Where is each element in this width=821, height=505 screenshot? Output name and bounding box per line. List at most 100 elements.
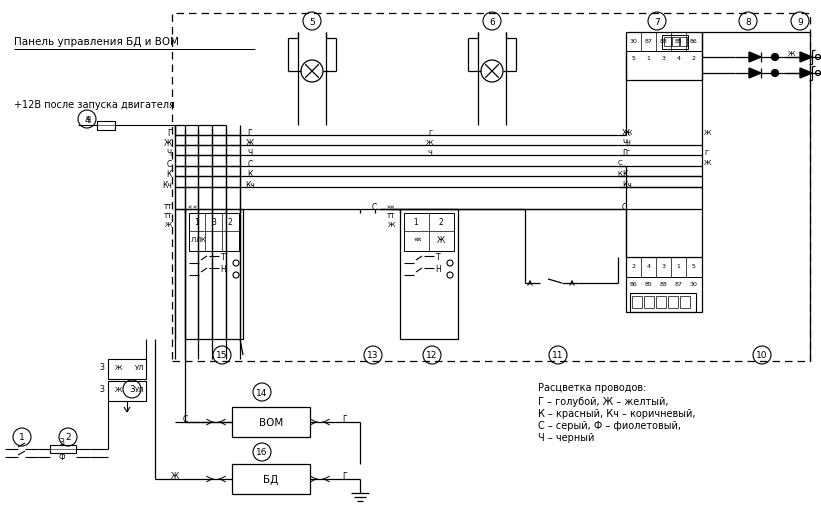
Text: 86: 86 xyxy=(690,38,697,43)
Text: Ж: Ж xyxy=(622,128,631,137)
Text: З: З xyxy=(60,438,64,446)
Text: 86: 86 xyxy=(630,281,637,286)
Text: Панель управления БД и ВОМ: Панель управления БД и ВОМ xyxy=(14,37,179,47)
Text: Г: Г xyxy=(342,472,347,481)
Bar xyxy=(626,33,702,81)
Text: С: С xyxy=(617,160,622,166)
Text: 1: 1 xyxy=(677,263,681,268)
Text: Ч: Ч xyxy=(167,148,172,157)
Text: 16: 16 xyxy=(256,447,268,457)
Text: 2: 2 xyxy=(691,56,695,61)
Text: 5: 5 xyxy=(310,18,315,26)
Text: 15: 15 xyxy=(216,351,227,360)
Text: 3: 3 xyxy=(129,385,135,394)
Text: Ч: Ч xyxy=(85,115,90,124)
Text: К: К xyxy=(617,171,622,177)
Text: Н: Н xyxy=(220,264,226,273)
Text: Г: Г xyxy=(704,149,709,156)
Text: С: С xyxy=(622,202,627,211)
Text: Ж: Ж xyxy=(388,222,395,228)
Bar xyxy=(172,14,810,361)
Text: ТТ: ТТ xyxy=(163,213,172,219)
Bar xyxy=(232,464,310,494)
Text: Ж: Ж xyxy=(704,160,712,166)
Text: Кч: Кч xyxy=(162,180,172,189)
Text: Г: Г xyxy=(428,130,432,136)
Bar xyxy=(404,214,454,251)
Text: 87: 87 xyxy=(644,38,653,43)
Text: 5: 5 xyxy=(691,263,695,268)
Bar xyxy=(632,296,642,309)
Bar xyxy=(50,445,76,453)
Text: Г – голубой, Ж – желтый,: Г – голубой, Ж – желтый, xyxy=(538,396,668,406)
Text: 88: 88 xyxy=(659,38,667,43)
Text: Г: Г xyxy=(622,148,626,157)
Text: Кч: Кч xyxy=(245,180,255,189)
Bar xyxy=(232,407,310,437)
Text: З: З xyxy=(99,385,104,394)
Text: З: З xyxy=(99,363,104,372)
Text: БД: БД xyxy=(264,474,278,484)
Text: 13: 13 xyxy=(367,351,378,360)
Text: УЛ: УЛ xyxy=(135,386,144,392)
Text: Ч: Ч xyxy=(625,140,630,146)
Text: 1: 1 xyxy=(195,217,200,226)
Polygon shape xyxy=(800,69,812,79)
Text: Кч: Кч xyxy=(622,180,632,189)
Text: Ж: Ж xyxy=(115,364,123,370)
Text: 14: 14 xyxy=(256,388,268,397)
Text: С: С xyxy=(182,415,188,424)
Text: 2: 2 xyxy=(65,433,71,442)
Polygon shape xyxy=(800,53,812,63)
Text: 2: 2 xyxy=(227,217,232,226)
Text: 88: 88 xyxy=(659,281,667,286)
Circle shape xyxy=(772,55,778,62)
Text: К: К xyxy=(247,169,253,178)
Text: Н: Н xyxy=(435,264,441,273)
Bar xyxy=(662,36,688,50)
Text: Ж: Ж xyxy=(164,222,172,228)
Text: Расцветка проводов:: Расцветка проводов: xyxy=(538,382,646,392)
Text: К – красный, Кч – коричневый,: К – красный, Кч – коричневый, xyxy=(538,408,695,418)
Bar xyxy=(97,122,115,131)
Text: Ж: Ж xyxy=(115,386,123,392)
Text: С: С xyxy=(372,202,377,211)
Text: 10: 10 xyxy=(756,351,768,360)
Text: Ж: Ж xyxy=(704,130,712,136)
Text: «: « xyxy=(416,235,421,244)
Polygon shape xyxy=(749,53,761,63)
Bar xyxy=(672,38,679,47)
Text: С – серый, Ф – фиолетовый,: С – серый, Ф – фиолетовый, xyxy=(538,420,681,430)
Text: 3: 3 xyxy=(662,56,666,61)
Bar xyxy=(630,293,696,313)
Bar xyxy=(680,38,687,47)
Text: УЛ: УЛ xyxy=(135,364,144,370)
Text: ТТ: ТТ xyxy=(387,213,395,219)
Text: 30: 30 xyxy=(690,281,697,286)
Text: Ж: Ж xyxy=(426,140,433,146)
Text: Ж: Ж xyxy=(437,235,445,244)
Bar xyxy=(108,359,146,379)
Text: ВОМ: ВОМ xyxy=(259,417,283,427)
Text: 7: 7 xyxy=(654,18,660,26)
Bar xyxy=(185,210,243,339)
Text: Л: Л xyxy=(190,236,195,242)
Bar xyxy=(680,296,690,309)
Text: 4: 4 xyxy=(646,263,650,268)
Text: К: К xyxy=(200,236,205,242)
Text: 85: 85 xyxy=(644,281,653,286)
Bar xyxy=(626,258,702,313)
Text: 12: 12 xyxy=(426,351,438,360)
Text: 3: 3 xyxy=(212,217,217,226)
Text: ТТ: ТТ xyxy=(163,204,172,210)
Text: 1: 1 xyxy=(19,433,25,442)
Text: 11: 11 xyxy=(553,351,564,360)
Text: 2: 2 xyxy=(438,217,443,226)
Text: 85: 85 xyxy=(675,38,682,43)
Text: Ч – черный: Ч – черный xyxy=(538,432,594,442)
Text: 1: 1 xyxy=(414,217,419,226)
Text: Ж: Ж xyxy=(788,51,796,57)
Text: Ч: Ч xyxy=(428,149,433,156)
Text: 1: 1 xyxy=(647,56,650,61)
Text: «: « xyxy=(193,204,197,210)
